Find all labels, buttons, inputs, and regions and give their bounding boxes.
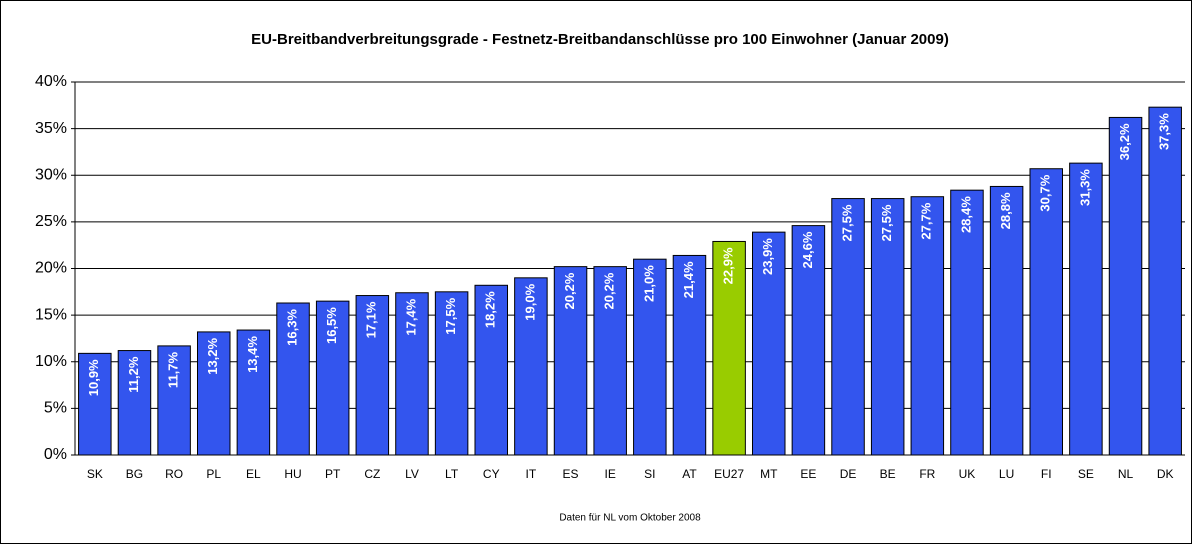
bar <box>553 266 588 456</box>
value-label: 23,9% <box>760 238 775 275</box>
x-tick-label: IE <box>605 467 616 481</box>
annotation: Daten für NL vom Oktober 2008 <box>559 513 701 524</box>
value-label: 17,1% <box>364 301 379 338</box>
x-tick-label: LV <box>405 467 419 481</box>
bar <box>78 352 112 456</box>
value-label: 17,5% <box>443 297 458 334</box>
y-tick-label: 35% <box>35 120 67 137</box>
bar <box>910 196 945 456</box>
bar <box>196 331 231 456</box>
value-label: 21,4% <box>681 261 696 298</box>
value-label: 31,3% <box>1077 169 1092 206</box>
value-label: 27,5% <box>839 204 854 241</box>
x-tick-label: PT <box>325 467 341 481</box>
value-label: 16,3% <box>284 309 299 346</box>
y-tick-label: 5% <box>44 400 67 417</box>
value-label: 16,5% <box>324 307 339 344</box>
value-label: 21,0% <box>641 265 656 302</box>
value-label: 27,5% <box>879 204 894 241</box>
x-tick-label: SE <box>1078 467 1094 481</box>
x-tick-label: EE <box>800 467 816 481</box>
y-tick-label: 20% <box>35 260 67 277</box>
x-tick-label: IT <box>526 467 537 481</box>
x-tick-label: CY <box>483 467 500 481</box>
value-label: 27,7% <box>919 202 934 239</box>
y-tick-label: 0% <box>44 446 67 463</box>
x-tick-label: EL <box>246 467 261 481</box>
bar <box>950 189 984 456</box>
value-label: 10,9% <box>86 359 101 396</box>
bar <box>712 240 746 456</box>
bar <box>672 254 707 456</box>
bar <box>1148 106 1182 456</box>
value-label: 13,4% <box>245 336 260 373</box>
value-label: 28,4% <box>958 196 973 233</box>
x-tick-label: CZ <box>364 467 380 481</box>
x-tick-label: PL <box>206 467 221 481</box>
y-tick-label: 25% <box>35 213 67 230</box>
x-tick-label: LT <box>445 467 459 481</box>
x-tick-label: SI <box>644 467 655 481</box>
bar <box>593 266 627 456</box>
value-label: 20,2% <box>562 272 577 309</box>
bar <box>791 225 826 456</box>
y-tick-label: 10% <box>35 353 67 370</box>
x-tick-label: SK <box>87 467 103 481</box>
x-tick-label: MT <box>760 467 778 481</box>
x-tick-label: DK <box>1157 467 1174 481</box>
bar <box>355 295 390 456</box>
value-label: 24,6% <box>800 231 815 268</box>
x-tick-label: AT <box>682 467 697 481</box>
y-tick-label: 30% <box>35 166 67 183</box>
bar <box>1108 116 1143 456</box>
chart-title: EU-Breitbandverbreitungsgrade - Festnetz… <box>251 31 949 48</box>
value-label: 19,0% <box>522 283 537 320</box>
x-tick-label: DE <box>840 467 857 481</box>
x-tick-label: ES <box>563 467 579 481</box>
x-tick-label: EU27 <box>714 467 744 481</box>
bar <box>831 198 865 456</box>
x-tick-label: HU <box>284 467 301 481</box>
value-label: 13,2% <box>205 337 220 374</box>
bar <box>633 258 667 456</box>
bar <box>514 277 548 456</box>
y-tick-label: 40% <box>35 73 67 90</box>
value-label: 22,9% <box>721 247 736 284</box>
value-label: 17,4% <box>403 298 418 335</box>
bar <box>315 300 350 456</box>
x-tick-label: BE <box>880 467 896 481</box>
value-label: 36,2% <box>1117 123 1132 160</box>
x-tick-label: NL <box>1118 467 1134 481</box>
value-label: 37,3% <box>1157 113 1172 150</box>
value-label: 30,7% <box>1038 174 1053 211</box>
bar <box>434 291 469 456</box>
bar <box>751 231 786 456</box>
value-label: 11,2% <box>126 356 141 393</box>
value-label: 18,2% <box>483 291 498 328</box>
bar <box>117 350 152 456</box>
bar <box>870 198 905 456</box>
x-tick-label: RO <box>165 467 183 481</box>
value-label: 11,7% <box>166 351 181 388</box>
x-tick-label: UK <box>959 467 976 481</box>
bar <box>474 284 509 456</box>
value-label: 28,8% <box>998 192 1013 229</box>
y-tick-label: 15% <box>35 306 67 323</box>
x-tick-label: FR <box>919 467 935 481</box>
bar <box>989 185 1024 456</box>
x-tick-label: LU <box>999 467 1014 481</box>
x-tick-label: FI <box>1041 467 1052 481</box>
bar <box>395 292 429 456</box>
bar <box>157 345 191 456</box>
bar <box>1069 162 1103 456</box>
bar <box>276 302 310 456</box>
x-tick-label: BG <box>126 467 143 481</box>
value-label: 20,2% <box>602 272 617 309</box>
